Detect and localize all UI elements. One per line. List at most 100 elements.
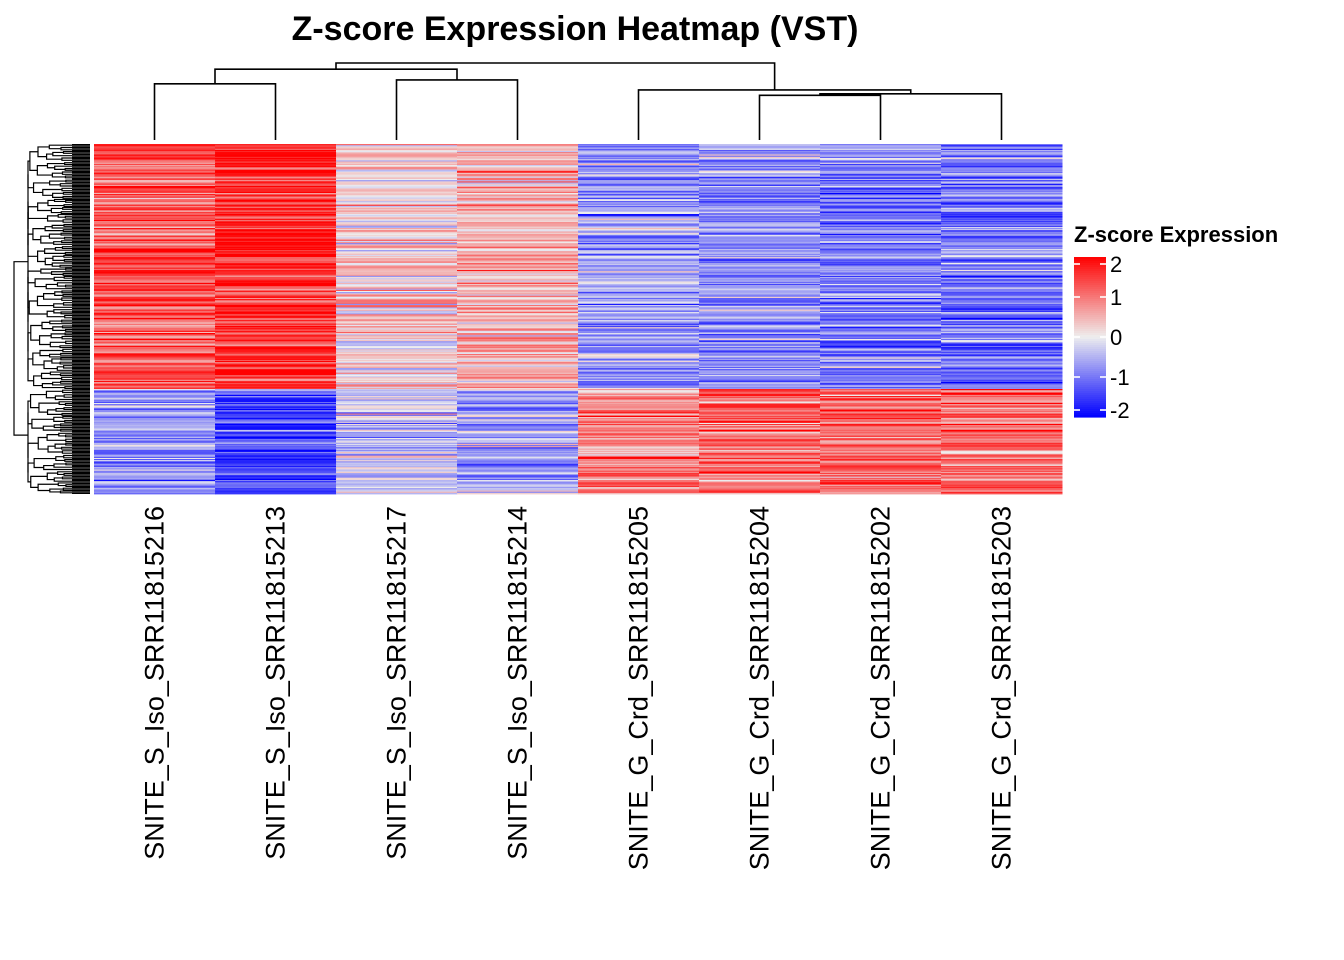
heatmap-cell bbox=[457, 288, 579, 291]
dendrogram-link bbox=[214, 68, 458, 84]
legend-color-step bbox=[1074, 275, 1106, 278]
heatmap-cell bbox=[699, 446, 821, 448]
heatmap-cell bbox=[457, 483, 579, 486]
heatmap-cell bbox=[820, 148, 942, 151]
heatmap-cell bbox=[215, 433, 337, 435]
heatmap-cell bbox=[457, 188, 579, 190]
heatmap-cell bbox=[336, 224, 458, 227]
heatmap-cell bbox=[699, 485, 821, 488]
heatmap-cell bbox=[578, 247, 700, 250]
heatmap-cell bbox=[457, 277, 579, 279]
heatmap-cell bbox=[94, 317, 216, 320]
heatmap-cell bbox=[699, 370, 821, 372]
heatmap-cell bbox=[578, 384, 700, 386]
heatmap-cell bbox=[578, 378, 700, 381]
heatmap-cell bbox=[336, 372, 458, 375]
heatmap-cell bbox=[215, 145, 337, 147]
heatmap-cell bbox=[578, 462, 700, 465]
heatmap-cell bbox=[941, 375, 1063, 377]
heatmap-cell bbox=[941, 492, 1063, 495]
heatmap-cell bbox=[941, 302, 1063, 305]
heatmap-cell bbox=[215, 390, 337, 392]
heatmap-cell bbox=[578, 385, 700, 388]
heatmap-cell bbox=[699, 456, 821, 459]
heatmap-cell bbox=[215, 240, 337, 243]
heatmap-cell bbox=[578, 177, 700, 180]
heatmap-cell bbox=[457, 260, 579, 263]
heatmap-cell bbox=[820, 160, 942, 162]
heatmap-cell bbox=[94, 398, 216, 400]
heatmap-cell bbox=[94, 391, 216, 393]
heatmap-cell bbox=[94, 435, 216, 438]
heatmap-cell bbox=[578, 225, 700, 228]
heatmap-cell bbox=[457, 282, 579, 285]
heatmap-cell bbox=[94, 372, 216, 375]
row-dendrogram-link bbox=[58, 401, 72, 406]
heatmap-cell bbox=[941, 319, 1063, 321]
heatmap-cell bbox=[457, 263, 579, 265]
heatmap-cell bbox=[215, 469, 337, 472]
heatmap-cell bbox=[941, 267, 1063, 270]
heatmap-cell bbox=[94, 289, 216, 292]
heatmap-cell bbox=[820, 251, 942, 253]
heatmap-cell bbox=[336, 205, 458, 208]
heatmap-cell bbox=[578, 413, 700, 416]
heatmap-cell bbox=[336, 341, 458, 343]
heatmap-cell bbox=[578, 306, 700, 308]
heatmap-cell bbox=[94, 326, 216, 328]
heatmap-cell bbox=[699, 151, 821, 153]
heatmap-cell bbox=[215, 347, 337, 349]
heatmap-cell bbox=[578, 334, 700, 336]
heatmap-cell bbox=[457, 403, 579, 405]
heatmap-cell bbox=[820, 204, 942, 207]
heatmap-cell bbox=[941, 168, 1063, 171]
heatmap-cell bbox=[215, 317, 337, 320]
heatmap-cell bbox=[941, 200, 1063, 202]
heatmap-cell bbox=[457, 181, 579, 183]
heatmap-cell bbox=[699, 279, 821, 281]
heatmap-cell bbox=[699, 198, 821, 201]
heatmap-cell bbox=[820, 457, 942, 460]
heatmap-cell bbox=[336, 207, 458, 209]
heatmap-cell bbox=[336, 333, 458, 335]
heatmap-cell bbox=[457, 480, 579, 482]
heatmap-cell bbox=[215, 447, 337, 449]
heatmap-cell bbox=[94, 473, 216, 475]
heatmap-cell bbox=[941, 471, 1063, 474]
heatmap-cell bbox=[699, 491, 821, 494]
heatmap-cell bbox=[699, 273, 821, 276]
heatmap-cell bbox=[457, 475, 579, 477]
heatmap-cell bbox=[820, 446, 942, 448]
heatmap-cell bbox=[578, 368, 700, 370]
heatmap-cell bbox=[94, 242, 216, 244]
heatmap-cell bbox=[457, 259, 579, 262]
heatmap-cell bbox=[336, 392, 458, 395]
heatmap-cell bbox=[820, 327, 942, 329]
heatmap-cell bbox=[336, 189, 458, 192]
heatmap-cell bbox=[578, 275, 700, 278]
heatmap-cell bbox=[941, 146, 1063, 148]
heatmap-cell bbox=[457, 368, 579, 370]
row-dendrogram-link bbox=[49, 371, 72, 376]
heatmap-cell bbox=[336, 474, 458, 476]
heatmap-cell bbox=[336, 422, 458, 425]
heatmap-cell bbox=[941, 337, 1063, 340]
heatmap-cell bbox=[336, 442, 458, 445]
heatmap-cell bbox=[215, 371, 337, 374]
heatmap-cell bbox=[820, 372, 942, 375]
heatmap-cell bbox=[336, 489, 458, 491]
heatmap-cell bbox=[699, 149, 821, 152]
heatmap-cell bbox=[215, 312, 337, 314]
heatmap-cell bbox=[699, 410, 821, 412]
heatmap-cell bbox=[457, 163, 579, 166]
heatmap-cell bbox=[941, 203, 1063, 206]
heatmap-cell bbox=[215, 352, 337, 355]
heatmap-cell bbox=[457, 245, 579, 248]
heatmap-cell bbox=[820, 221, 942, 223]
legend-tick-label: -1 bbox=[1110, 365, 1130, 390]
heatmap-cell bbox=[578, 460, 700, 462]
heatmap-cell bbox=[699, 428, 821, 431]
column-label: SNITE_G_Crd_SRR11815205 bbox=[624, 506, 654, 870]
heatmap-cell bbox=[578, 265, 700, 267]
heatmap-cell bbox=[336, 348, 458, 350]
